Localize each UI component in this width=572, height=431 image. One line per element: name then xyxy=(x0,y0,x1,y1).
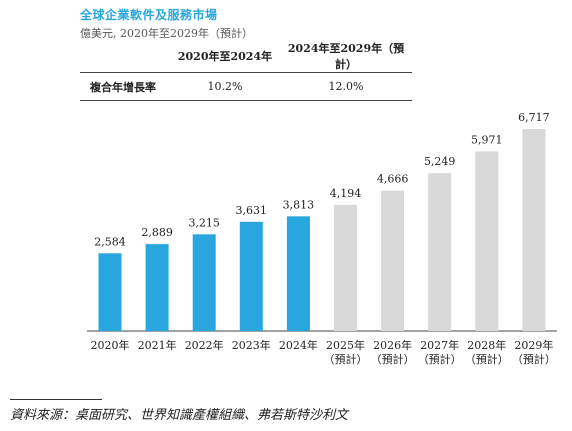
cagr-table-header-blank xyxy=(80,40,170,73)
bar-2028年 xyxy=(475,151,499,331)
x-tick-label: 2024年 xyxy=(279,338,318,352)
data-label: 4,666 xyxy=(377,173,409,186)
x-tick-label: 2021年 xyxy=(138,338,177,352)
x-tick-note: （預計） xyxy=(512,352,556,366)
x-tick-note: （預計） xyxy=(371,352,415,366)
data-label: 5,971 xyxy=(471,133,503,146)
bar-2020年 xyxy=(98,253,122,331)
x-tick-note: （預計） xyxy=(465,352,509,366)
data-label: 3,631 xyxy=(236,204,268,217)
cagr-row-label: 複合年增長率 xyxy=(80,72,170,101)
chart-subtitle: 億美元, 2020年至2029年（預計） xyxy=(80,27,253,40)
data-label: 2,889 xyxy=(141,226,173,239)
bar-2025年 xyxy=(334,204,357,331)
cagr-table: 2020年至2024年 2024年至2029年（預計） 複合年增長率 10.2%… xyxy=(80,40,412,101)
bar-2024年 xyxy=(286,216,310,331)
chart-title: 全球企業軟件及服務市場 xyxy=(80,8,218,22)
source-note: 資料來源：桌面研究、世界知識產權組織、弗若斯特沙利文 xyxy=(10,408,349,423)
data-label: 2,584 xyxy=(94,235,126,248)
cagr-table-row: 複合年增長率 10.2% 12.0% xyxy=(80,72,412,101)
x-tick-label: 2022年 xyxy=(185,338,224,352)
x-tick-label: 2025年 xyxy=(326,338,365,352)
data-label: 5,249 xyxy=(424,155,456,168)
data-label: 6,717 xyxy=(518,111,550,124)
data-label: 3,215 xyxy=(188,216,220,229)
bar-2026年 xyxy=(381,190,405,331)
bar-2022年 xyxy=(192,234,216,331)
x-tick-label: 2028年 xyxy=(467,338,506,352)
data-label: 4,194 xyxy=(330,187,362,200)
bar-2023年 xyxy=(239,221,263,331)
x-tick-label: 2026年 xyxy=(373,338,412,352)
cagr-table-header-2020-2024: 2020年至2024年 xyxy=(170,40,280,73)
cagr-value-2024-2029: 12.0% xyxy=(280,72,412,101)
x-tick-label: 2029年 xyxy=(514,338,553,352)
x-tick-label: 2020年 xyxy=(91,338,130,352)
cagr-table-header-row: 2020年至2024年 2024年至2029年（預計） xyxy=(80,40,412,73)
x-tick-note: （預計） xyxy=(324,352,368,366)
footer-divider xyxy=(10,399,102,400)
bar-2021年 xyxy=(145,244,169,331)
x-tick-label: 2023年 xyxy=(232,338,271,352)
cagr-value-2020-2024: 10.2% xyxy=(170,72,280,101)
bar-chart: 2,584 2020年 2,889 2021年 3,215 2022年 3,631 2023年… xyxy=(87,111,557,366)
x-tick-note: （預計） xyxy=(418,352,462,366)
bar-2027年 xyxy=(428,173,452,331)
cagr-table-header-2024-2029: 2024年至2029年（預計） xyxy=(280,40,412,73)
data-label: 3,813 xyxy=(283,198,315,211)
bar-2029年 xyxy=(522,129,546,331)
x-tick-label: 2027年 xyxy=(420,338,459,352)
